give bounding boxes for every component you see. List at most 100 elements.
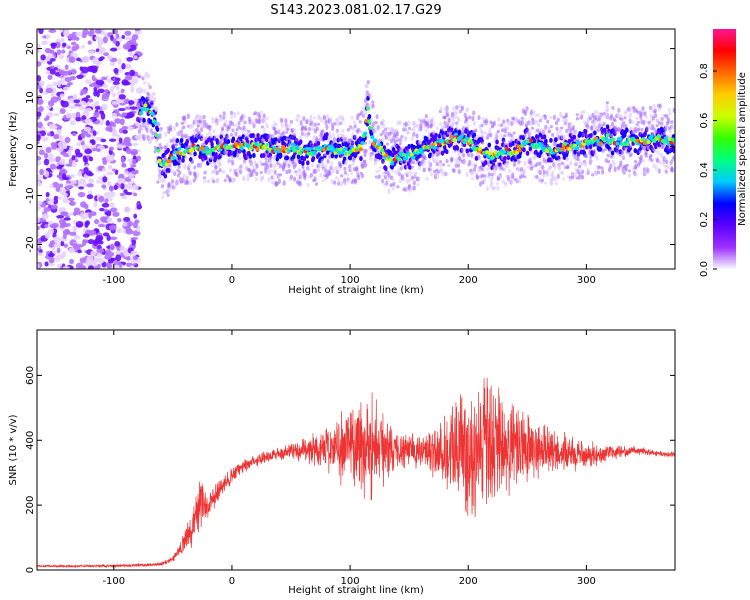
spectral-halo [407,130,411,135]
noise-blob [117,58,122,65]
noise-blob [111,29,119,35]
spectral-halo [589,159,594,163]
spectral-halo [455,121,459,125]
y-tick-label: 200 [25,496,36,515]
spectral-halo [326,158,330,164]
noise-blob [50,42,58,47]
noise-blob [77,191,86,198]
noise-blob [97,38,104,46]
colorbar-tick-label: 0.8 [699,63,710,79]
spectral-halo [203,178,207,184]
spectral-halo [619,160,623,166]
spectral-band [210,141,214,147]
noise-blob [56,129,62,136]
spectral-halo [573,172,578,177]
noise-blob [83,126,92,132]
spectral-halo [449,157,454,163]
spectral-ridge-point [171,155,176,160]
noise-blob [95,235,104,241]
spectral-halo [666,117,670,121]
spectral-halo [222,170,226,174]
noise-blob [57,141,64,148]
spectral-halo [407,120,411,127]
spectral-halo [637,127,641,132]
spectral-halo [378,165,382,169]
spectral-halo [211,118,215,124]
noise-blob [123,206,131,213]
noise-blob [79,100,86,106]
noise-blob [118,94,126,100]
spectral-halo [303,172,307,177]
noise-blob [75,36,80,41]
spectral-halo [230,121,235,127]
spectral-halo [229,132,234,137]
spectral-halo [457,117,461,123]
noise-blob [136,155,142,162]
spectral-halo [143,80,147,85]
spectral-halo [185,133,189,138]
spectral-halo [472,110,476,116]
spectral-halo [313,176,317,182]
spectral-halo [262,118,266,124]
noise-blob [108,127,113,133]
spectral-halo [457,169,461,175]
noise-blob [106,217,113,223]
noise-blob [52,198,59,205]
spectral-halo [188,162,192,169]
spectral-ridge-point [517,148,522,153]
noise-blob [124,106,132,110]
spectral-halo [508,174,512,180]
spectral-halo [285,169,289,175]
spectral-halo [264,155,268,161]
noise-blob [106,245,111,249]
noise-blob [122,221,129,225]
noise-blob [50,65,55,70]
spectral-band [539,150,543,156]
spectral-halo [216,134,220,139]
noise-blob [76,57,81,62]
noise-blob [74,158,79,163]
noise-blob [127,111,135,119]
spectral-halo [606,112,610,118]
spectral-halo [350,140,355,145]
spectral-halo [580,114,584,120]
noise-blob [60,240,65,247]
spectral-halo [466,152,471,158]
noise-blob [46,34,51,40]
spectral-halo [379,133,383,137]
spectral-halo [329,165,333,171]
spectral-band [659,126,664,132]
spectral-halo [386,178,390,184]
spectral-halo [568,126,572,132]
spectral-halo [512,120,516,125]
noise-blob [101,184,107,189]
spectral-halo [237,121,241,126]
noise-blob [101,261,107,268]
spectral-band [472,132,477,138]
noise-blob [76,244,84,248]
spectral-halo [470,177,475,181]
noise-blob [94,36,101,41]
spectral-ridge-point [404,156,409,161]
noise-blob [75,221,84,228]
noise-blob [84,148,92,155]
spectral-halo [505,126,510,131]
spectral-halo [566,165,570,169]
spectral-halo [287,163,291,169]
spectral-halo [452,168,456,174]
spectral-halo [357,174,361,181]
y-tick-label: 400 [25,431,36,450]
x-tick-label: 300 [577,576,596,587]
spectral-halo [167,182,171,188]
spectral-halo [257,118,262,125]
spectral-halo [175,122,179,127]
spectral-halo [147,96,151,101]
spectral-band [359,156,363,162]
noise-blob [60,151,67,156]
noise-blob [62,265,70,269]
noise-blob [58,207,67,212]
spectral-ridge-point [297,151,302,156]
noise-blob [131,34,139,41]
snr-x-ticks: -100 0 100 200 300 [102,330,596,587]
noise-blob [124,63,132,70]
